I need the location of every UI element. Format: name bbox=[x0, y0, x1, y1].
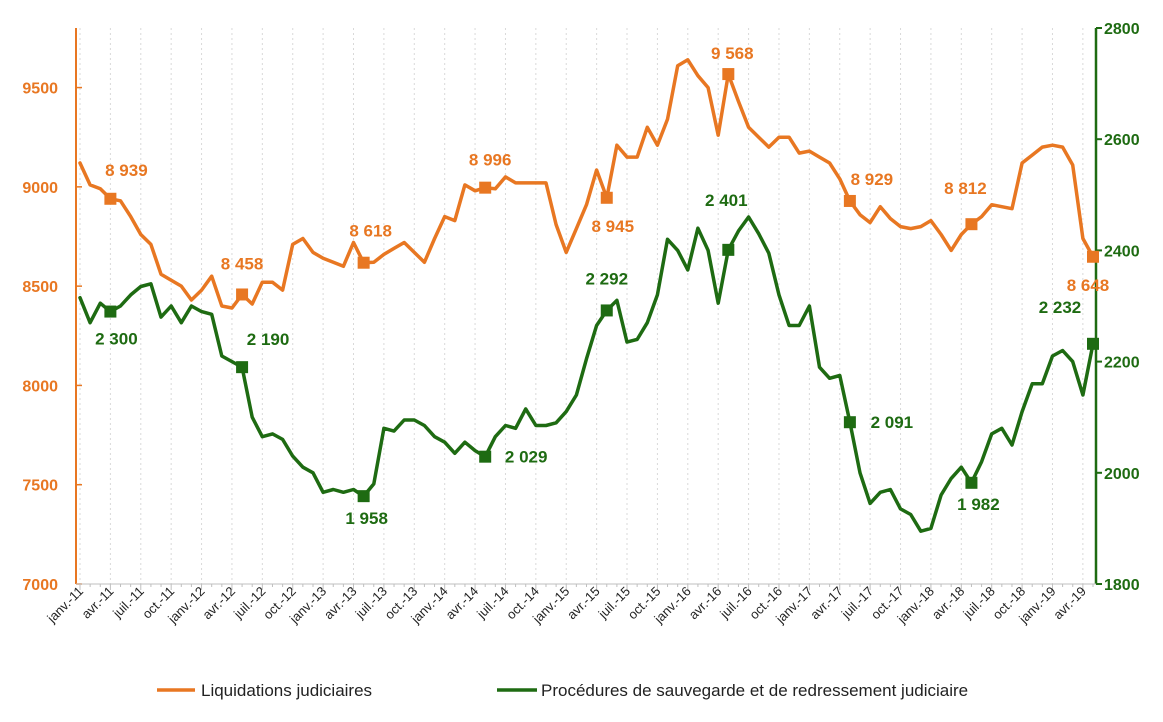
data-point-marker bbox=[236, 361, 249, 374]
y-left-tick-label: 9500 bbox=[22, 81, 58, 98]
data-point-marker bbox=[479, 181, 492, 194]
series-lines bbox=[78, 58, 1095, 533]
x-tick-label: juil.-13 bbox=[352, 584, 390, 622]
data-point-marker bbox=[722, 243, 735, 256]
data-labels: 8 939 8 458 8 618 8 996 8 945 9 568 8 929 8 812… bbox=[95, 44, 1109, 528]
data-point-marker bbox=[600, 304, 613, 317]
x-tick-label: juil.-18 bbox=[959, 584, 997, 622]
series-line-liquidations bbox=[78, 58, 1095, 310]
data-label: 8 648 bbox=[1067, 276, 1110, 295]
y-right-tick-label: 2600 bbox=[1104, 132, 1140, 149]
x-tick-label: avr.-12 bbox=[199, 584, 238, 623]
x-tick-label: avr.-16 bbox=[686, 584, 725, 623]
data-label: 8 618 bbox=[349, 222, 392, 241]
x-tick-label: avr.-19 bbox=[1050, 584, 1089, 623]
x-tick-label: avr.-11 bbox=[78, 584, 116, 622]
axes: 7000 7500 8000 8500 9000 9500 1800 2000 2200 2400… bbox=[22, 21, 1139, 627]
data-point-marker bbox=[357, 256, 370, 269]
data-point-marker bbox=[479, 450, 492, 463]
x-tick-label: avr.-18 bbox=[929, 584, 968, 623]
x-tick-label: juil.-16 bbox=[716, 584, 754, 622]
legend-label: Liquidations judiciaires bbox=[201, 681, 372, 700]
x-tick-label: juil.-15 bbox=[595, 584, 633, 622]
data-label: 2 300 bbox=[95, 330, 138, 349]
data-point-marker bbox=[357, 490, 370, 503]
data-label: 8 458 bbox=[221, 254, 264, 273]
data-label: 2 292 bbox=[585, 269, 628, 288]
data-label: 8 939 bbox=[105, 161, 148, 180]
y-right-tick-label: 2000 bbox=[1104, 466, 1140, 483]
data-label: 2 232 bbox=[1039, 298, 1082, 317]
series-markers bbox=[104, 68, 1099, 503]
x-tick-label: avr.-17 bbox=[807, 584, 846, 623]
x-tick-label: juil.-17 bbox=[838, 584, 876, 622]
data-point-marker bbox=[1087, 250, 1099, 263]
x-tick-label: juil.-12 bbox=[230, 584, 268, 622]
data-point-marker bbox=[1087, 337, 1099, 350]
data-label: 2 190 bbox=[247, 330, 290, 349]
data-point-marker bbox=[843, 416, 856, 429]
data-label: 1 982 bbox=[957, 495, 1000, 514]
legend-item-procedures[interactable]: Procédures de sauvegarde et de redressem… bbox=[497, 681, 968, 700]
data-label: 2 029 bbox=[505, 448, 548, 467]
data-point-marker bbox=[722, 68, 735, 81]
data-point-marker bbox=[104, 192, 117, 205]
y-left-tick-label: 8500 bbox=[22, 279, 58, 296]
y-right-tick-label: 1800 bbox=[1104, 577, 1140, 594]
x-tick-label: avr.-15 bbox=[564, 584, 603, 623]
y-right-tick-label: 2200 bbox=[1104, 355, 1140, 372]
legend-label: Procédures de sauvegarde et de redressem… bbox=[541, 681, 968, 700]
y-right-tick-label: 2400 bbox=[1104, 243, 1140, 260]
y-left-tick-label: 7000 bbox=[22, 577, 58, 594]
data-label: 8 945 bbox=[591, 217, 634, 236]
y-left-tick-label: 8000 bbox=[22, 378, 58, 395]
x-tick-label: juil.-14 bbox=[473, 584, 511, 622]
series-line-procedures bbox=[78, 215, 1095, 533]
data-label: 8 996 bbox=[469, 151, 512, 170]
data-point-marker bbox=[843, 194, 856, 207]
data-point-marker bbox=[104, 305, 117, 318]
y-left-tick-label: 7500 bbox=[22, 478, 58, 495]
data-label: 2 091 bbox=[871, 413, 914, 432]
data-label: 1 958 bbox=[345, 509, 388, 528]
x-tick-label: avr.-13 bbox=[321, 584, 360, 623]
data-label: 2 401 bbox=[705, 191, 748, 210]
x-tick-label: avr.-14 bbox=[442, 584, 481, 623]
data-point-marker bbox=[965, 476, 978, 489]
data-label: 8 929 bbox=[851, 170, 894, 189]
data-point-marker bbox=[600, 191, 613, 204]
data-label: 8 812 bbox=[944, 179, 987, 198]
legend: Liquidations judiciaires Procédures de sa… bbox=[157, 681, 968, 700]
y-right-tick-label: 2800 bbox=[1104, 21, 1140, 38]
data-label: 9 568 bbox=[711, 44, 754, 63]
data-point-marker bbox=[965, 218, 978, 231]
y-left-tick-label: 9000 bbox=[22, 180, 58, 197]
data-point-marker bbox=[236, 288, 249, 301]
legend-item-liquidations[interactable]: Liquidations judiciaires bbox=[157, 681, 372, 700]
x-tick-label: juil.-11 bbox=[109, 584, 147, 622]
